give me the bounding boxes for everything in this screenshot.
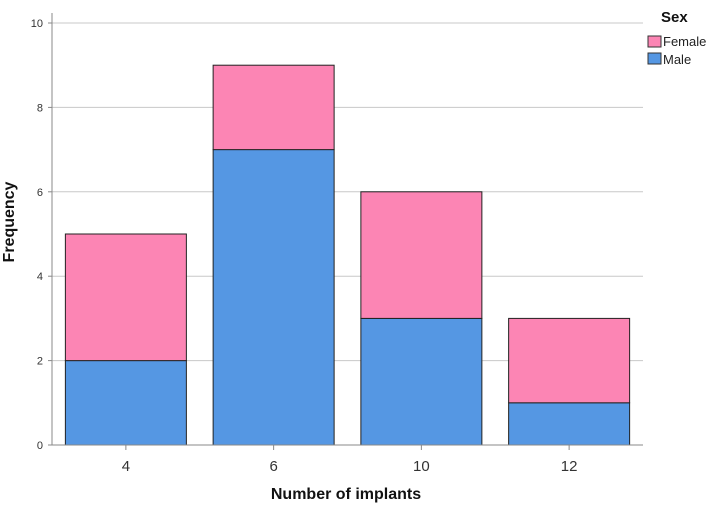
y-axis-title: Frequency (1, 181, 18, 262)
x-tick-label: 6 (269, 458, 277, 475)
y-tick-label: 2 (37, 356, 43, 368)
legend-swatch-male (647, 52, 662, 65)
y-axis-ticks: 0 2 4 6 8 10 (31, 18, 52, 452)
x-tick-label: 10 (413, 458, 430, 475)
bar-segment-female-4 (64, 233, 187, 362)
bar-segment-male-12 (508, 402, 631, 446)
legend-title: Sex (661, 9, 688, 26)
legend: Sex Female Male (647, 9, 706, 67)
bar-segment-male-6 (212, 149, 335, 446)
y-tick-label: 0 (37, 440, 43, 452)
legend-label-female: Female (663, 34, 706, 49)
y-tick-label: 8 (37, 102, 43, 114)
x-axis-title: Number of implants (271, 486, 421, 503)
y-tick-label: 6 (37, 187, 43, 199)
y-tick-label: 10 (31, 18, 43, 30)
x-tick-label: 12 (561, 458, 578, 475)
bar-segment-female-10 (360, 191, 483, 319)
y-tick-label: 4 (37, 271, 43, 283)
legend-label-male: Male (663, 52, 691, 67)
bar-segment-female-6 (212, 64, 335, 151)
bar-segment-male-4 (64, 360, 187, 446)
x-tick-label: 4 (122, 458, 130, 475)
legend-swatch-female (647, 35, 662, 48)
bars (64, 64, 631, 446)
bar-segment-male-10 (360, 317, 483, 446)
x-axis-ticks: 4 6 10 12 (122, 445, 578, 475)
bar-segment-female-12 (508, 317, 631, 404)
